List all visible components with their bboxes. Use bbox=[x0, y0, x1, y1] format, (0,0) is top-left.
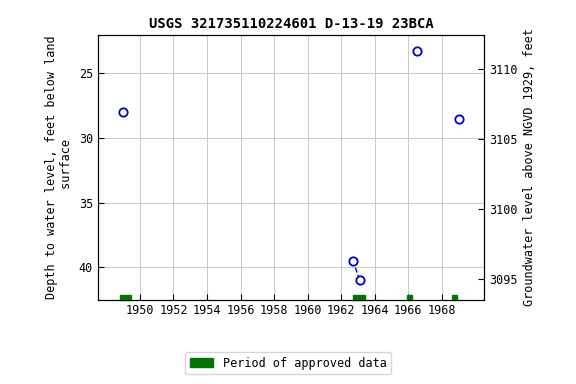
Bar bbox=[407, 295, 412, 300]
Bar bbox=[353, 295, 365, 300]
Bar bbox=[452, 295, 457, 300]
Bar bbox=[120, 295, 131, 300]
Title: USGS 321735110224601 D-13-19 23BCA: USGS 321735110224601 D-13-19 23BCA bbox=[149, 17, 433, 31]
Y-axis label: Depth to water level, feet below land
 surface: Depth to water level, feet below land su… bbox=[46, 35, 73, 299]
Legend: Period of approved data: Period of approved data bbox=[185, 352, 391, 374]
Y-axis label: Groundwater level above NGVD 1929, feet: Groundwater level above NGVD 1929, feet bbox=[523, 28, 536, 306]
